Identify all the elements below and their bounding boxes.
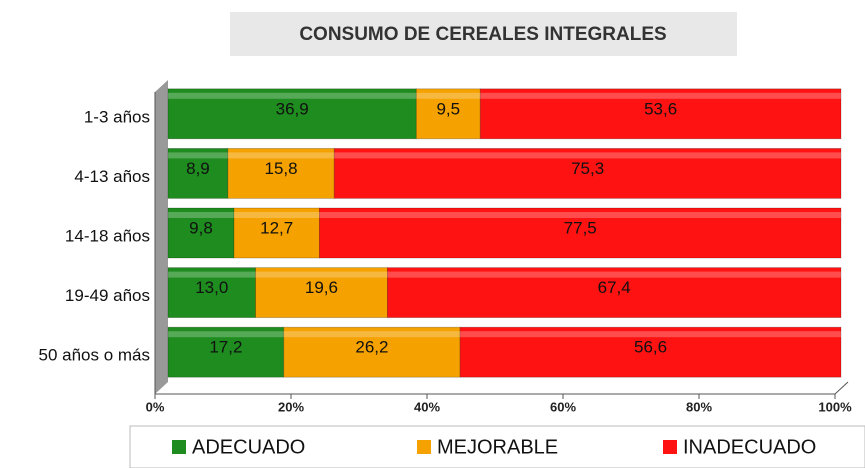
data-label: 9,8: [189, 218, 213, 237]
axis-edge: [834, 381, 849, 395]
x-tick-label: 0%: [146, 399, 165, 414]
bar-segment: [167, 267, 256, 319]
data-label: 8,9: [186, 159, 210, 178]
bar-highlight: [168, 212, 234, 218]
data-label: 9,5: [436, 99, 460, 118]
legend-swatch: [172, 440, 186, 454]
bar-highlight: [168, 271, 256, 278]
data-label: 15,8: [265, 159, 298, 178]
data-label: 56,6: [634, 338, 667, 357]
chart-title: CONSUMO DE CEREALES INTEGRALES: [299, 24, 666, 45]
data-label: 13,0: [195, 278, 228, 297]
bar-highlight: [168, 92, 417, 99]
bar-segment: [167, 207, 235, 259]
bar-segment: [479, 88, 842, 140]
bar-highlight: [255, 271, 388, 278]
x-tick-label: 100%: [818, 399, 852, 414]
legend-swatch: [663, 440, 677, 454]
bar-segment: [415, 88, 481, 140]
data-label: 77,5: [564, 218, 597, 237]
bar-highlight: [227, 152, 335, 159]
bar-segment: [386, 267, 842, 319]
data-label: 36,9: [276, 99, 309, 118]
bar-segment: [319, 207, 842, 259]
y-tick-label: 1-3 años: [84, 107, 150, 126]
data-label: 67,4: [598, 278, 631, 297]
bar-segment: [233, 207, 320, 259]
bar-highlight: [416, 92, 481, 99]
bar-segment: [167, 326, 285, 378]
bar-highlight: [387, 271, 841, 278]
y-tick-label: 14-18 años: [65, 226, 150, 245]
bar-highlight: [168, 331, 284, 338]
y-tick-label: 19-49 años: [65, 286, 150, 305]
data-label: 17,2: [209, 338, 242, 357]
data-label: 12,7: [260, 218, 293, 237]
legend-label: INADECUADO: [683, 436, 816, 458]
x-tick-label: 40%: [414, 399, 440, 414]
bar-segment: [167, 147, 229, 199]
data-label: 53,6: [644, 99, 677, 118]
bar-segment: [255, 267, 388, 319]
bar-segment: [167, 88, 417, 140]
x-tick-label: 20%: [278, 399, 304, 414]
data-label: 75,3: [571, 159, 604, 178]
bar-highlight: [319, 212, 841, 218]
y-tick-label: 50 años o más: [38, 346, 150, 365]
data-label: 19,6: [305, 278, 338, 297]
bar-highlight: [334, 152, 841, 159]
wall: [155, 80, 168, 394]
title-box: [230, 12, 737, 56]
bar-highlight: [233, 212, 320, 218]
x-tick-label: 60%: [550, 399, 576, 414]
bar-highlight: [480, 92, 841, 99]
legend-box: [129, 425, 865, 468]
bar-highlight: [168, 152, 228, 159]
data-label: 26,2: [355, 338, 388, 357]
bar-segment: [227, 147, 335, 199]
bar-segment: [333, 147, 842, 199]
bar-highlight: [460, 331, 841, 338]
legend-swatch: [417, 440, 431, 454]
x-tick-label: 80%: [686, 399, 712, 414]
legend-label: ADECUADO: [192, 436, 305, 458]
y-tick-label: 4-13 años: [74, 167, 150, 186]
bar-segment: [459, 326, 842, 378]
bar-highlight: [283, 331, 461, 338]
legend-label: MEJORABLE: [437, 436, 558, 458]
